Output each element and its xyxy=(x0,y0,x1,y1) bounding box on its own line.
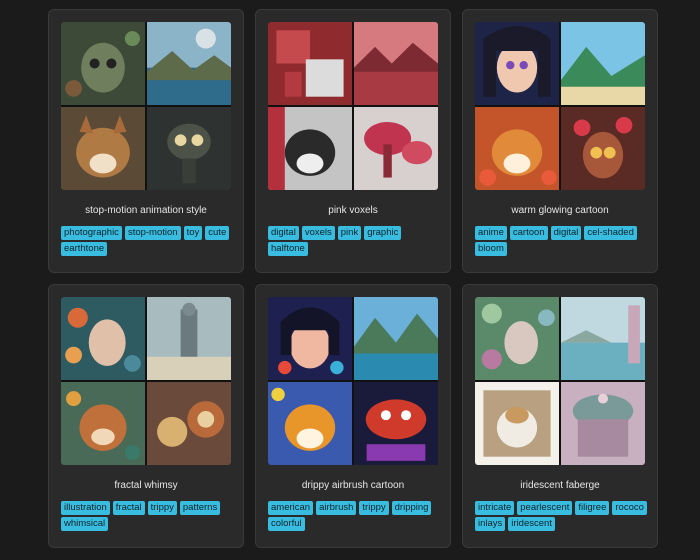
preview-tile-landscape xyxy=(354,22,438,105)
style-gallery-grid: stop-motion animation style photographic… xyxy=(48,9,658,548)
preview-tile-portrait xyxy=(268,297,352,380)
style-preview-image[interactable] xyxy=(61,297,231,465)
style-title: drippy airbrush cartoon xyxy=(301,480,405,491)
preview-tile-landscape xyxy=(561,297,645,380)
tag-chip[interactable]: pearlescent xyxy=(517,501,573,515)
tag-chip[interactable]: rococo xyxy=(612,501,647,515)
tag-chip[interactable]: anime xyxy=(475,226,507,240)
style-card-stop-motion[interactable]: stop-motion animation style photographic… xyxy=(48,9,244,273)
style-preview-image[interactable] xyxy=(268,22,438,190)
tag-chip[interactable]: cartoon xyxy=(509,226,548,240)
tag-chip[interactable]: american xyxy=(268,501,314,515)
style-preview-image[interactable] xyxy=(61,22,231,190)
tag-chip[interactable]: digital xyxy=(550,226,582,240)
tag-chip[interactable]: cute xyxy=(205,226,230,240)
style-preview-image[interactable] xyxy=(475,297,645,465)
preview-tile-dog xyxy=(61,107,145,190)
preview-tile-portrait xyxy=(61,22,145,105)
tag-chip[interactable]: illustration xyxy=(61,501,110,515)
tag-chip[interactable]: bloom xyxy=(475,242,507,256)
tag-chip[interactable]: airbrush xyxy=(316,501,357,515)
preview-tile-dog xyxy=(268,107,352,190)
tag-chip[interactable]: dripping xyxy=(391,501,432,515)
style-tags: digital voxels pink graphic halftone xyxy=(268,226,444,256)
style-title: iridescent faberge xyxy=(520,480,600,491)
preview-tile-dog xyxy=(61,382,145,465)
tag-chip[interactable]: graphic xyxy=(364,226,402,240)
style-tags: american airbrush trippy dripping colorf… xyxy=(268,501,444,531)
style-card-iridescent-faberge[interactable]: iridescent faberge intricate pearlescent… xyxy=(462,284,658,548)
tag-chip[interactable]: inlays xyxy=(475,517,506,531)
style-tags: illustration fractal trippy patterns whi… xyxy=(61,501,237,531)
tag-chip[interactable]: voxels xyxy=(301,226,335,240)
tag-chip[interactable]: toy xyxy=(183,226,203,240)
tag-chip[interactable]: fractal xyxy=(112,501,145,515)
tag-chip[interactable]: colorful xyxy=(268,517,305,531)
preview-tile-landscape xyxy=(561,22,645,105)
preview-tile-portrait xyxy=(475,297,559,380)
style-card-warm-glowing-cartoon[interactable]: warm glowing cartoon anime cartoon digit… xyxy=(462,9,658,273)
style-card-drippy-airbrush-cartoon[interactable]: drippy airbrush cartoon american airbrus… xyxy=(255,284,451,548)
style-tags: anime cartoon digital cel-shaded bloom xyxy=(475,226,651,256)
style-title: pink voxels xyxy=(328,205,378,216)
preview-tile-dog xyxy=(475,382,559,465)
style-card-pink-voxels[interactable]: pink voxels digital voxels pink graphic … xyxy=(255,9,451,273)
tag-chip[interactable]: trippy xyxy=(359,501,389,515)
style-title: warm glowing cartoon xyxy=(511,205,609,216)
preview-tile-girl-flowers xyxy=(561,107,645,190)
tag-chip[interactable]: earthtone xyxy=(61,242,108,256)
preview-tile-dog xyxy=(475,107,559,190)
tag-chip[interactable]: halftone xyxy=(268,242,308,256)
preview-tile-carousel xyxy=(561,382,645,465)
preview-tile-robot xyxy=(147,107,231,190)
tag-chip[interactable]: cel-shaded xyxy=(584,226,637,240)
style-tags: photographic stop-motion toy cute eartht… xyxy=(61,226,237,256)
style-preview-image[interactable] xyxy=(475,22,645,190)
style-tags: intricate pearlescent filigree rococo in… xyxy=(475,501,651,531)
style-card-fractal-whimsy[interactable]: fractal whimsy illustration fractal trip… xyxy=(48,284,244,548)
style-title: fractal whimsy xyxy=(114,480,178,491)
tag-chip[interactable]: digital xyxy=(268,226,299,240)
tag-chip[interactable]: trippy xyxy=(147,501,177,515)
tag-chip[interactable]: intricate xyxy=(475,501,515,515)
preview-tile-portrait xyxy=(475,22,559,105)
preview-tile-mushroom-monster xyxy=(354,382,438,465)
tag-chip[interactable]: pink xyxy=(337,226,362,240)
preview-tile-tower xyxy=(147,297,231,380)
preview-tile-landscape xyxy=(354,297,438,380)
style-preview-image[interactable] xyxy=(268,297,438,465)
tag-chip[interactable]: iridescent xyxy=(508,517,555,531)
tag-chip[interactable]: photographic xyxy=(61,226,122,240)
tag-chip[interactable]: filigree xyxy=(575,501,610,515)
preview-tile-portrait xyxy=(61,297,145,380)
preview-tile-mushrooms xyxy=(354,107,438,190)
style-title: stop-motion animation style xyxy=(85,205,207,216)
preview-tile-landscape xyxy=(147,22,231,105)
tag-chip[interactable]: stop-motion xyxy=(124,226,181,240)
preview-tile-portrait xyxy=(268,22,352,105)
tag-chip[interactable]: patterns xyxy=(179,501,221,515)
preview-tile-fractal-city xyxy=(147,382,231,465)
tag-chip[interactable]: whimsical xyxy=(61,517,109,531)
preview-tile-dog xyxy=(268,382,352,465)
